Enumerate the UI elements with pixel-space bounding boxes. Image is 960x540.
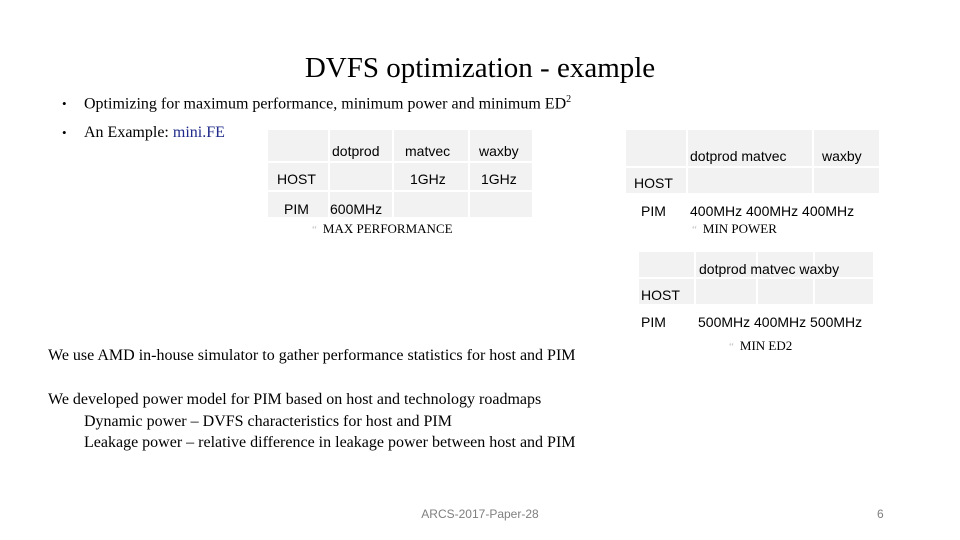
- slide-title: DVFS optimization - example: [304, 52, 656, 84]
- table-cell: [470, 163, 532, 190]
- table-caption: “ MAX PERFORMANCE: [312, 221, 453, 237]
- bullet-objectives-sup: 2: [566, 94, 572, 105]
- table-cell: [688, 168, 812, 193]
- table-cell: [639, 279, 694, 304]
- table-cell: [268, 192, 328, 217]
- table-cell: [470, 192, 532, 217]
- bullet-example-text: An Example:: [84, 124, 173, 141]
- paragraph-dynamic-power: Dynamic power – DVFS characteristics for…: [84, 413, 452, 430]
- pim-dotprod-freq: 600MHz: [330, 201, 383, 217]
- column-header-waxby: waxby: [822, 148, 862, 164]
- quote-mark: “: [312, 224, 317, 236]
- table-cell: [688, 130, 812, 166]
- table-cell: [639, 252, 694, 277]
- table-cell: [268, 130, 328, 161]
- table-cell: [330, 192, 392, 217]
- row-label-pim: PIM: [641, 314, 666, 330]
- paragraph-power-model: We developed power model for PIM based o…: [48, 391, 542, 408]
- row-label-pim: PIM: [641, 203, 666, 219]
- table-cell: [330, 130, 392, 161]
- table-cell: [815, 279, 873, 304]
- table-cell: [815, 252, 873, 277]
- caption-text: MAX PERFORMANCE: [322, 221, 453, 236]
- caption-text: MIN POWER: [702, 221, 777, 236]
- bullet-objectives-text: Optimizing for maximum performance, mini…: [84, 95, 567, 113]
- bullet-dot-icon: •: [62, 125, 67, 140]
- table-cell: [394, 163, 468, 190]
- column-header-waxby: waxby: [479, 143, 519, 159]
- table-cell: [814, 130, 879, 166]
- table-cell: [470, 130, 532, 161]
- host-waxby-freq: 1GHz: [481, 171, 517, 187]
- minife-link[interactable]: mini.FE: [172, 124, 225, 141]
- pim-freqs: 400MHz 400MHz 400MHz: [690, 203, 855, 219]
- table-cell: [696, 279, 756, 304]
- quote-mark: “: [692, 224, 697, 236]
- row-label-host: HOST: [641, 287, 680, 303]
- table-cell: [330, 163, 392, 190]
- bullet-dot-icon: •: [62, 96, 67, 112]
- caption-text: MIN ED2: [739, 338, 793, 353]
- table-cell: [814, 168, 879, 193]
- pim-freqs: 500MHz 400MHz 500MHz: [698, 314, 863, 330]
- row-label-host: HOST: [277, 171, 316, 187]
- row-label-pim: PIM: [284, 201, 309, 217]
- row-label-host: HOST: [634, 175, 673, 191]
- paragraph-simulator: We use AMD in-house simulator to gather …: [48, 347, 576, 364]
- column-header-dotprod: dotprod: [332, 143, 380, 159]
- table-cell: [758, 279, 813, 304]
- paragraph-leakage-power: Leakage power – relative difference in l…: [84, 434, 576, 451]
- table-cell: [394, 192, 468, 217]
- quote-mark: “: [729, 341, 734, 353]
- bullet-objectives: • Optimizing for maximum performance, min…: [62, 94, 571, 113]
- table-cell: [696, 252, 756, 277]
- table-cell: [268, 163, 328, 190]
- slide-footer: ARCS-2017-Paper-28: [421, 507, 539, 521]
- bullet-example: • An Example: mini.FE: [62, 124, 225, 142]
- table-cell: [626, 130, 686, 166]
- table-cell: [626, 168, 686, 193]
- column-headers: dotprod matvec waxby: [699, 261, 840, 277]
- table-caption: “ MIN POWER: [692, 221, 777, 237]
- host-matvec-freq: 1GHz: [410, 171, 446, 187]
- table-cell: [394, 130, 468, 161]
- table-cell: [758, 252, 813, 277]
- column-headers: dotprod matvec: [690, 148, 787, 164]
- table-caption: “ MIN ED2: [729, 338, 792, 354]
- page-number: 6: [877, 507, 884, 521]
- column-header-matvec: matvec: [405, 143, 451, 159]
